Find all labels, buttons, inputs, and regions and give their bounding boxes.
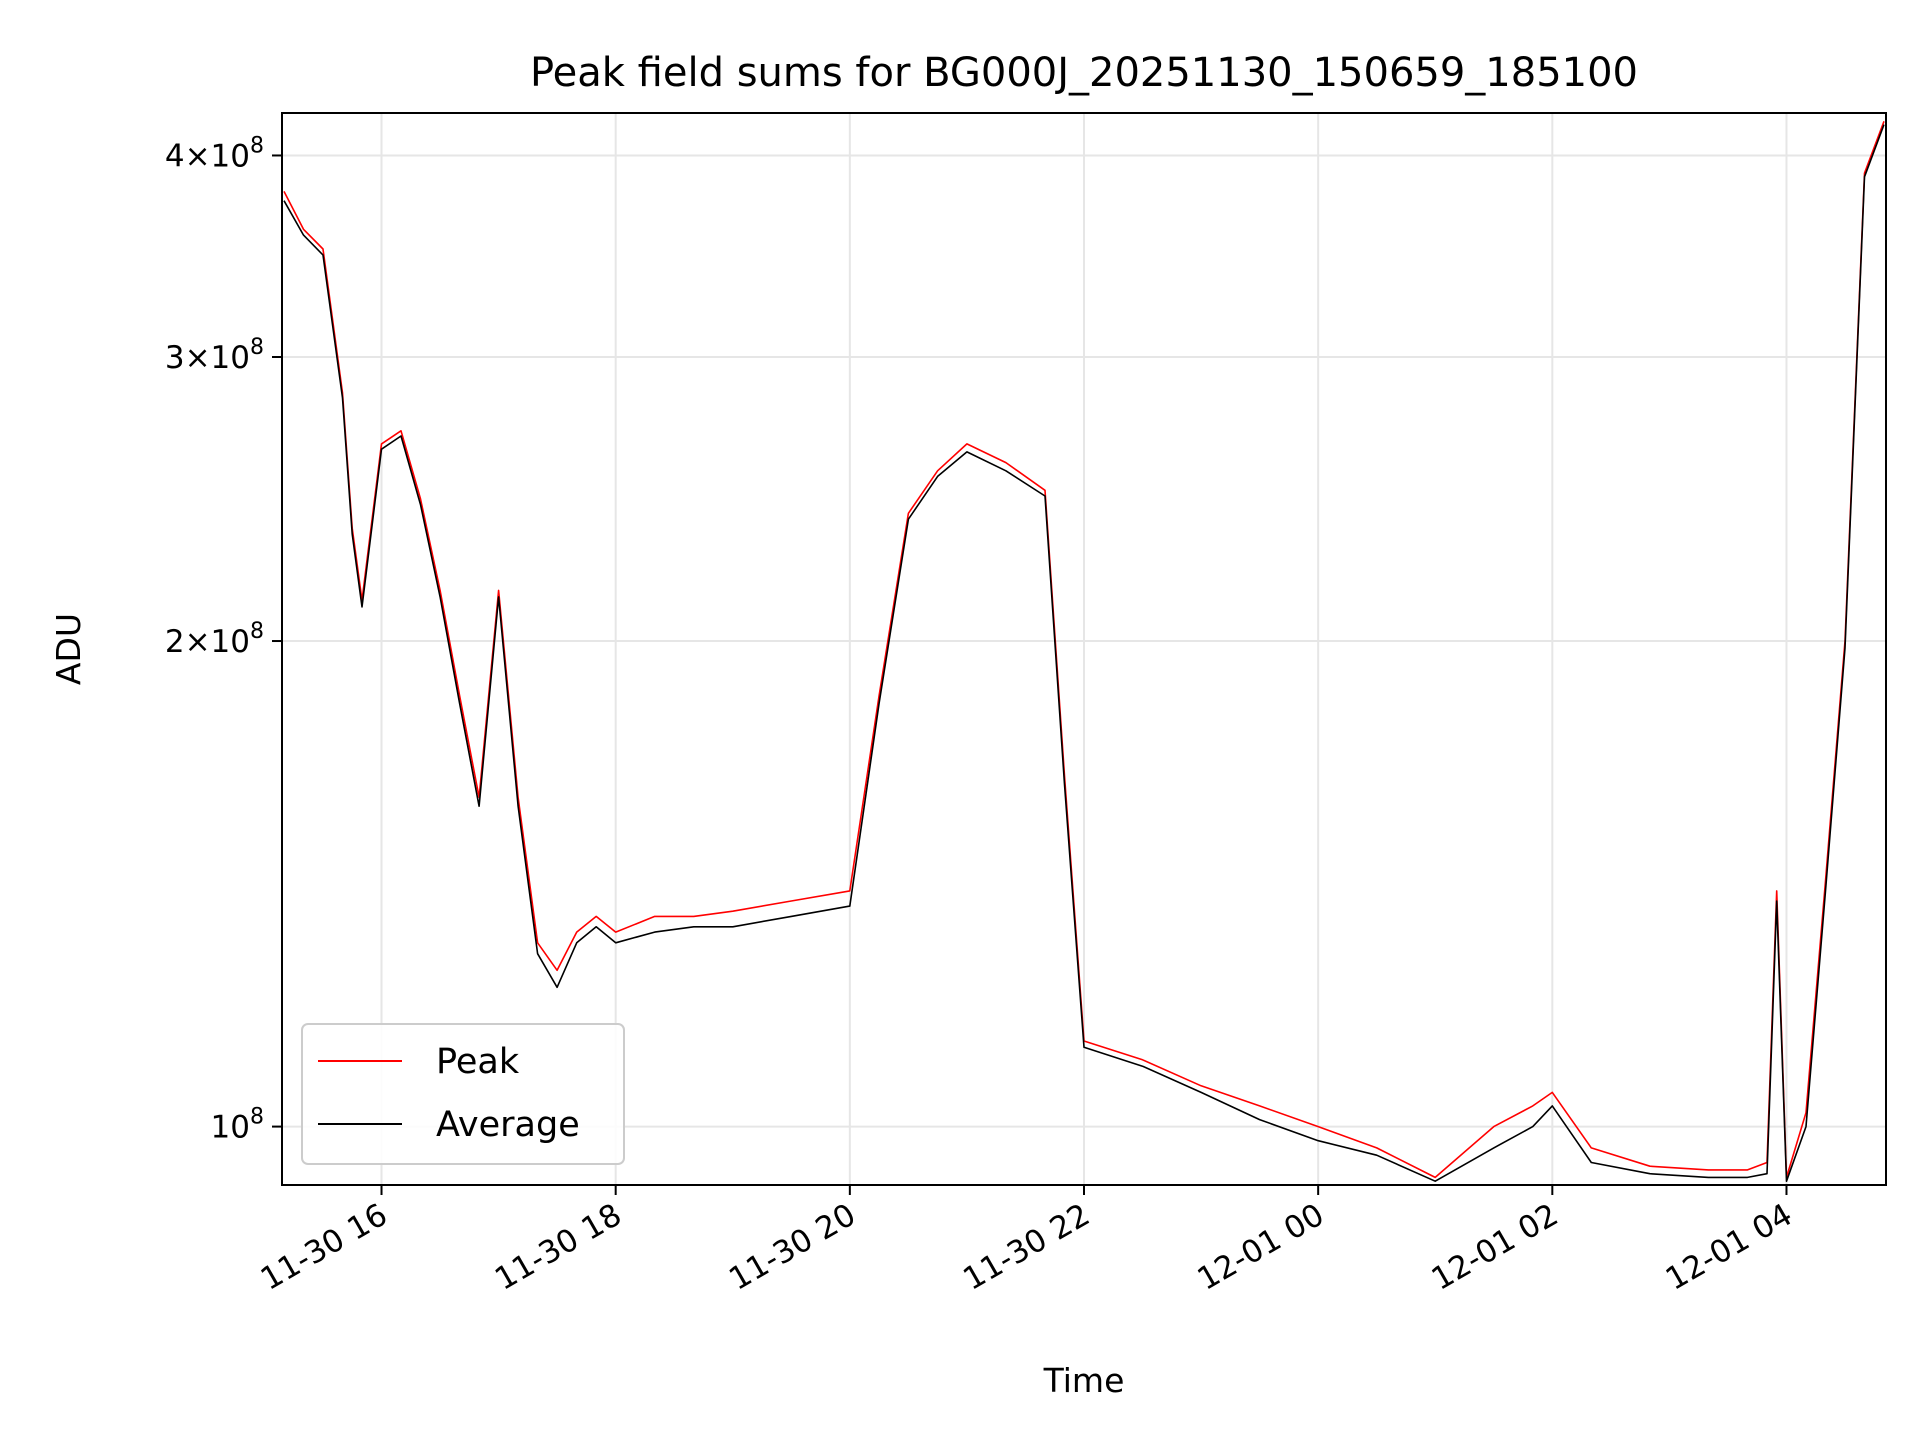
x-axis-title: Time (1043, 1361, 1125, 1400)
legend-box (301, 1023, 625, 1165)
y-tick-label: 2×108 (165, 619, 264, 660)
chart-title: Peak field sums for BG000J_20251130_1506… (530, 50, 1638, 96)
legend-label-peak: Peak (436, 1042, 520, 1082)
legend-label-average: Average (436, 1105, 580, 1145)
y-tick-label: 3×108 (165, 335, 264, 376)
y-axis-ticks: 108 2×108 3×108 4×108 (165, 133, 282, 1146)
series-line-average (283, 124, 1885, 1182)
y-tick-label: 108 (211, 1105, 264, 1146)
plot-series (283, 121, 1885, 1182)
grid (282, 113, 1886, 1185)
y-tick-label: 4×108 (165, 133, 264, 174)
y-axis-title: ADU (49, 613, 88, 685)
legend: Peak Average (301, 1023, 625, 1165)
series-line-peak (283, 121, 1885, 1179)
